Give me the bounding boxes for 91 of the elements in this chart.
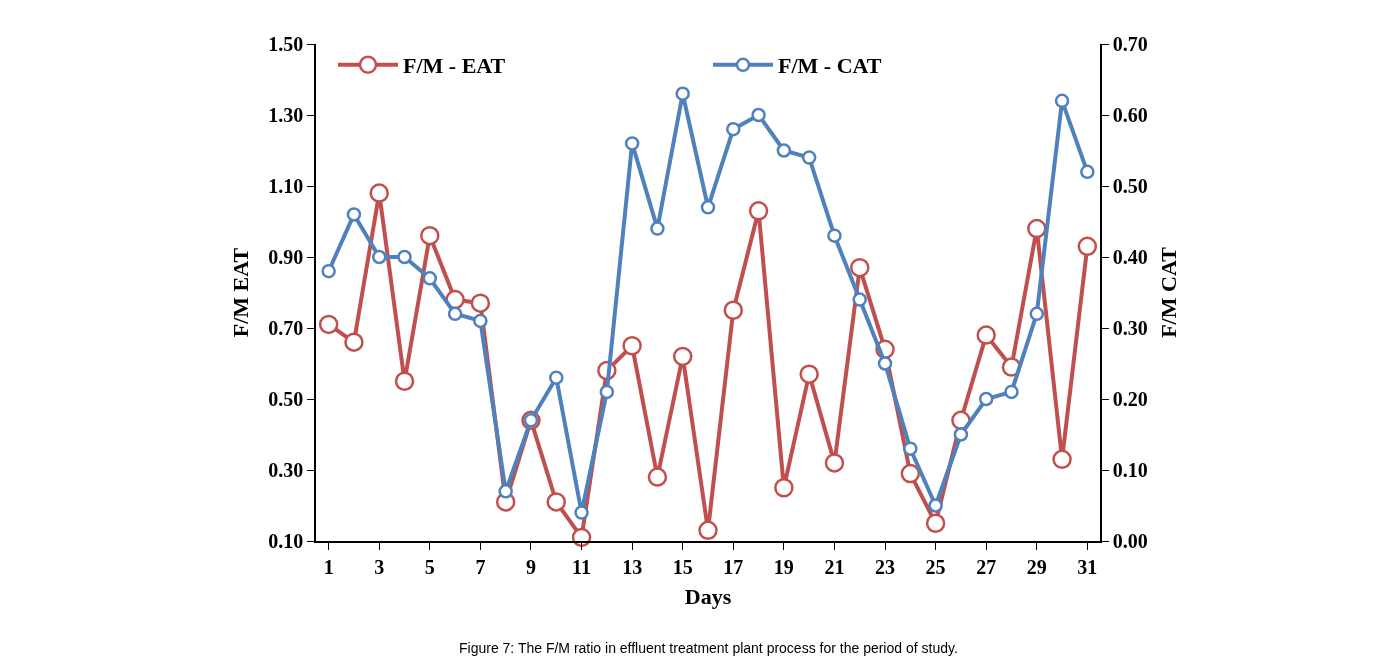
y-tick-label: 0.10 [268,530,304,552]
point [900,463,921,484]
point [850,257,870,278]
point [344,332,364,352]
point [748,201,769,221]
point [346,207,362,222]
point [647,467,668,487]
point [422,271,438,286]
x-axis-title: Days [684,584,732,610]
y-tick-label: 1.50 [268,33,304,55]
point [371,249,387,265]
point [369,183,389,203]
point [877,356,893,371]
point [498,484,513,499]
x-tick-label: 7 [475,555,486,578]
x-tick-label: 25 [925,555,946,578]
point [394,371,415,391]
point [903,441,918,456]
legend-label: F/M - CAT [778,53,882,79]
point [447,306,463,322]
point [827,228,842,243]
x-tick-label: 17 [723,555,744,578]
point [1054,93,1070,109]
legend-label: F/M - EAT [403,53,506,79]
point [675,86,690,101]
y-tick-label: 0.90 [268,246,304,268]
point [420,225,440,246]
point [1029,306,1045,322]
point [1052,449,1072,470]
x-tick-label: 11 [572,555,591,578]
point [318,314,339,335]
x-tick-label: 13 [622,555,643,578]
x-tick-label: 21 [824,555,845,578]
point [726,121,741,137]
point [549,370,564,385]
point [546,492,567,512]
point [624,136,640,151]
point [321,263,336,279]
caption: Figure 7: The F/M ratio in effluent treatment plant process for the period of study. [459,640,958,656]
point [774,478,794,498]
x-tick-label: 3 [374,555,385,578]
y-tick-label: 1.30 [268,104,304,126]
point [622,336,642,356]
y-axis-title: F/M EAT [227,247,253,338]
x-tick-label: 1 [323,555,334,578]
point [976,325,996,345]
point [397,249,412,265]
point [928,498,943,513]
point [852,292,867,307]
x-tick-label: 23 [875,555,896,578]
point [650,221,665,236]
y2-tick-label: 0.00 [1112,530,1148,552]
point [1077,236,1098,257]
point [574,505,589,520]
y-tick-label: 0.50 [268,388,304,410]
point [470,293,491,313]
y-tick-label: 0.30 [268,459,304,481]
point [698,520,718,541]
y2-tick-label: 0.20 [1112,388,1148,410]
point [776,143,792,158]
point [672,346,693,367]
point [751,107,766,123]
y2-tick-label: 0.60 [1112,104,1148,126]
y-tick-label: 0.70 [268,317,304,339]
point [953,427,969,442]
y2-tick-label: 0.10 [1112,459,1148,481]
x-tick-label: 27 [976,555,997,578]
point [473,313,488,329]
point [1080,164,1095,180]
point [1027,218,1047,239]
point [599,384,615,400]
x-tick-label: 19 [773,555,794,578]
y2-tick-label: 0.30 [1112,317,1148,339]
point [824,453,845,473]
y2-tick-label: 0.50 [1112,175,1148,197]
point [700,200,716,215]
x-tick-label: 29 [1026,555,1047,578]
point [801,150,817,165]
x-tick-label: 15 [672,555,693,578]
x-tick-label: 31 [1077,555,1098,578]
x-tick-label: 5 [424,555,435,578]
point [978,391,994,407]
y2-tick-label: 0.40 [1112,246,1148,268]
point [723,300,744,320]
y2-tick-label: 0.70 [1112,33,1148,55]
point [799,364,819,384]
y2-axis-title: F/M CAT [1156,246,1182,338]
x-tick-label: 9 [525,555,536,578]
point [925,513,946,533]
point [1004,384,1019,400]
y-tick-label: 1.10 [268,175,304,197]
